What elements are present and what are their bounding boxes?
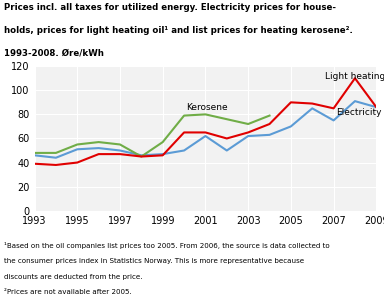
Text: Electricity: Electricity: [336, 108, 381, 117]
Text: Prices incl. all taxes for utilized energy. Electricity prices for house-: Prices incl. all taxes for utilized ener…: [4, 3, 336, 12]
Text: 1993-2008. Øre/kWh: 1993-2008. Øre/kWh: [4, 48, 104, 57]
Text: ²Prices are not available after 2005.: ²Prices are not available after 2005.: [4, 289, 132, 295]
Text: Light heating oil: Light heating oil: [325, 72, 384, 81]
Text: the consumer prices index in Statistics Norway. This is more representative beca: the consumer prices index in Statistics …: [4, 258, 304, 264]
Text: ¹Based on the oil companies list prices too 2005. From 2006, the source is data : ¹Based on the oil companies list prices …: [4, 242, 329, 249]
Text: holds, prices for light heating oil¹ and list prices for heating kerosene².: holds, prices for light heating oil¹ and…: [4, 26, 353, 35]
Text: discounts are deducted from the price.: discounts are deducted from the price.: [4, 274, 142, 280]
Text: Kerosene: Kerosene: [186, 103, 228, 112]
